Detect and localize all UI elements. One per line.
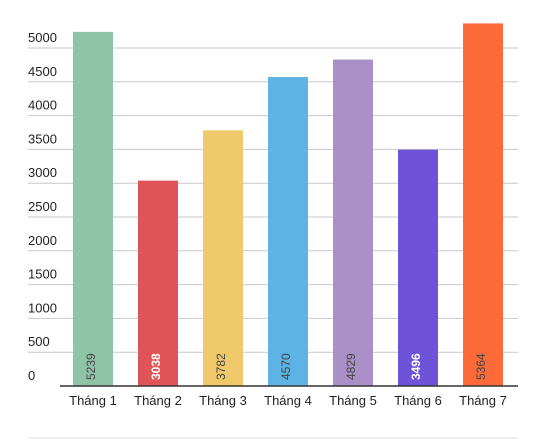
x-category-label: Tháng 7 — [459, 393, 507, 408]
y-tick-label: 0 — [28, 368, 35, 383]
data-label: 5239 — [84, 353, 98, 380]
x-category-label: Tháng 4 — [264, 393, 312, 408]
x-category-label: Tháng 6 — [394, 393, 442, 408]
y-axis-tick-labels: 0 500 1000 1500 2000 2500 3000 3500 4000 4500 5000 — [28, 30, 57, 383]
data-label: 3496 — [409, 353, 423, 380]
y-tick-label: 2500 — [28, 199, 57, 214]
x-category-label: Tháng 1 — [69, 393, 117, 408]
y-tick-label: 500 — [28, 334, 50, 349]
data-label: 4829 — [344, 353, 358, 380]
y-tick-label: 2000 — [28, 233, 57, 248]
y-tick-label: 5000 — [28, 30, 57, 45]
bar — [138, 180, 178, 386]
bar — [333, 59, 373, 386]
bar — [268, 77, 308, 387]
bar — [203, 130, 243, 386]
y-tick-label: 4500 — [28, 64, 57, 79]
y-tick-label: 3500 — [28, 131, 57, 146]
bar — [463, 23, 503, 386]
data-label: 3038 — [149, 353, 163, 380]
bar — [398, 149, 438, 386]
bars — [73, 23, 503, 387]
y-tick-label: 1500 — [28, 267, 57, 282]
data-labels: 5239 3038 3782 4570 4829 3496 5364 — [84, 353, 488, 380]
data-label: 3782 — [214, 353, 228, 380]
bar — [73, 31, 113, 387]
data-label: 5364 — [474, 353, 488, 380]
x-axis-category-labels: Tháng 1 Tháng 2 Tháng 3 Tháng 4 Tháng 5 Tháng… — [69, 393, 507, 408]
y-tick-label: 3000 — [28, 165, 57, 180]
y-tick-label: 4000 — [28, 98, 57, 113]
x-category-label: Tháng 5 — [329, 393, 377, 408]
data-label: 4570 — [279, 353, 293, 380]
x-category-label: Tháng 3 — [199, 393, 247, 408]
y-tick-label: 1000 — [28, 300, 57, 315]
x-category-label: Tháng 2 — [134, 393, 182, 408]
